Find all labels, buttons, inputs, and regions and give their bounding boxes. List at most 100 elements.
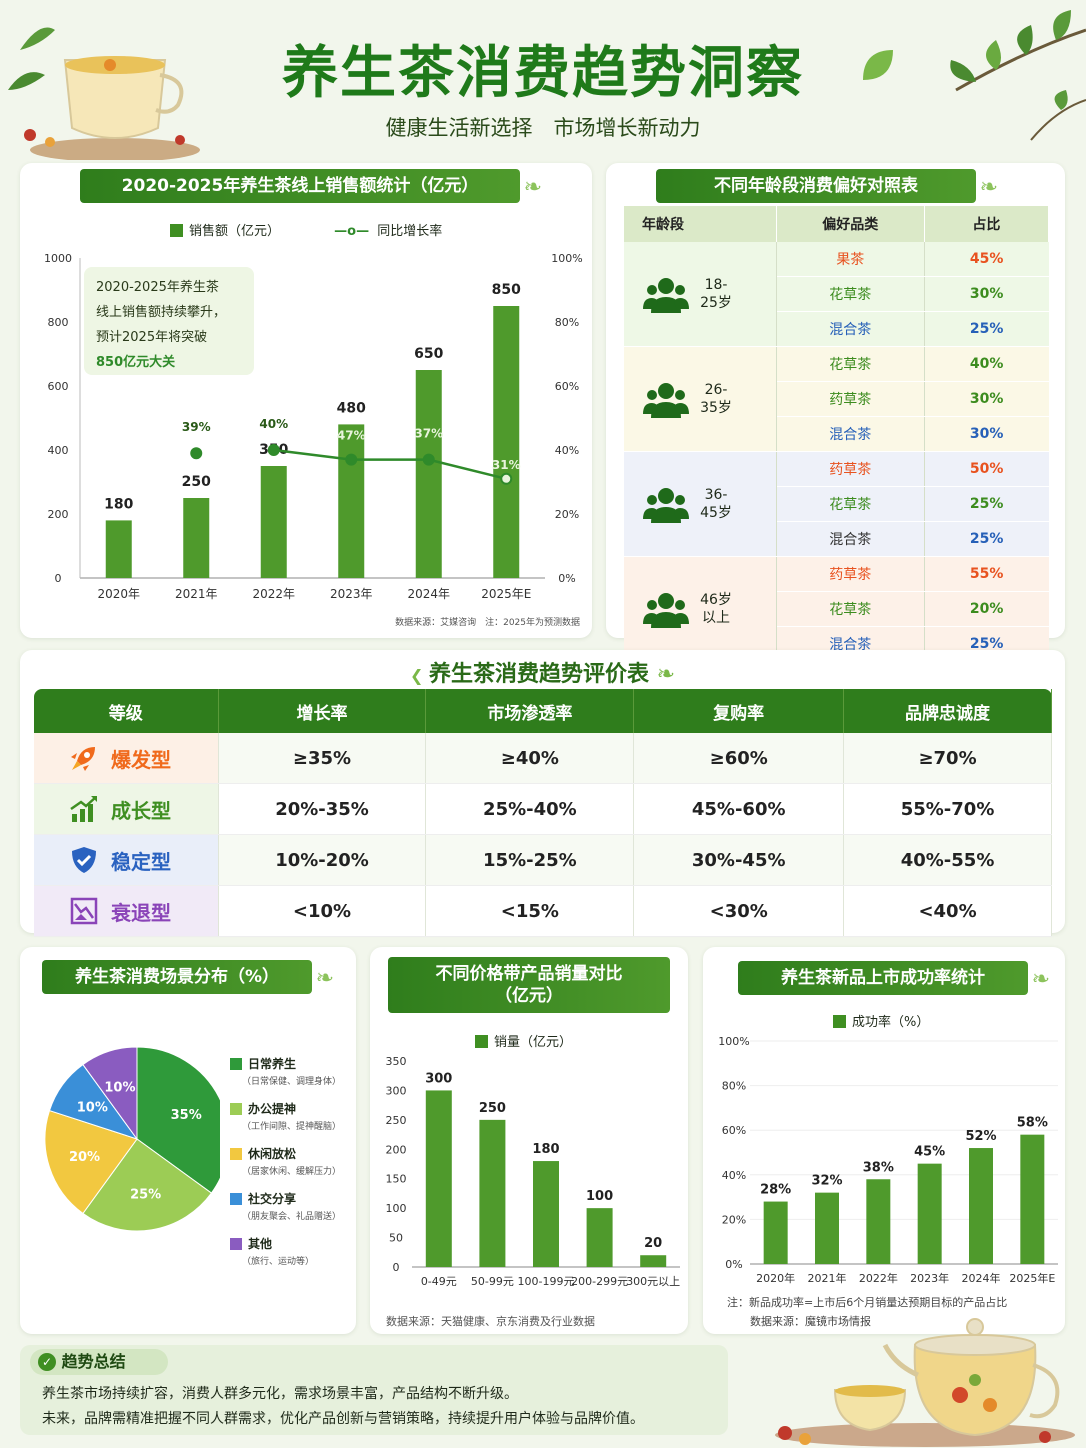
category-share: 25% bbox=[924, 311, 1049, 347]
summary-line-2: 未来，品牌需精准把握不同人群需求，优化产品创新与营销策略，持续提升用户体验与品牌… bbox=[42, 1411, 644, 1427]
bar-value-label: 52% bbox=[965, 1129, 996, 1144]
y-tick-label: 80% bbox=[722, 1080, 746, 1093]
eval-value-cell: ≥40% bbox=[425, 733, 635, 784]
growth-rate-label: 37% bbox=[414, 427, 443, 441]
category-share: 30% bbox=[924, 276, 1049, 312]
bar-value-label: 300 bbox=[425, 1071, 452, 1086]
category-share: 55% bbox=[924, 556, 1049, 592]
teapot-illustration bbox=[775, 1318, 1075, 1447]
legend-label: 销量（亿元） bbox=[494, 1035, 573, 1050]
bar bbox=[586, 1208, 613, 1267]
x-tick-label: 2020年 bbox=[756, 1271, 795, 1285]
legend-name: 其他 bbox=[248, 1237, 273, 1251]
scene-pie-legend: 日常养生 （日常保健、调理身体） 办公提神 （工作间隙、提神醒脑） 休闲放松 （居家休闲、… bbox=[230, 1055, 355, 1280]
pie-legend-item: 日常养生 （日常保健、调理身体） bbox=[230, 1055, 355, 1087]
x-tick-label: 2022年 bbox=[252, 587, 295, 601]
age-table-row: 46岁以上 药草茶 55% bbox=[624, 556, 1049, 662]
age-group-cell: 46岁以上 bbox=[624, 556, 777, 662]
legend-desc: （旅行、运动等） bbox=[242, 1257, 315, 1267]
leaf-icon: ❮ bbox=[409, 666, 429, 685]
level-cell: 衰退型 bbox=[34, 885, 219, 937]
legend-swatch bbox=[230, 1148, 242, 1160]
eval-table-card: ❮ 养生茶消费趋势评价表 ❧ 等级 增长率 市场渗透率 复购率 品牌忠诚度 爆发型 ≥35%… bbox=[20, 650, 1065, 937]
bar bbox=[917, 1163, 942, 1264]
y2-tick-label: 20% bbox=[555, 508, 579, 521]
trend-evaluation-table: 等级 增长率 市场渗透率 复购率 品牌忠诚度 爆发型 ≥35% ≥40% ≥60% ≥70% 成长型… bbox=[34, 689, 1052, 937]
eval-table-row: 爆发型 ≥35% ≥40% ≥60% ≥70% bbox=[34, 733, 1052, 784]
x-tick-label: 2022年 bbox=[859, 1271, 898, 1285]
legend-swatch bbox=[475, 1035, 488, 1048]
pie-legend-item: 休闲放松 （居家休闲、缓解压力） bbox=[230, 1145, 355, 1177]
price-chart-title-unit: （亿元） bbox=[495, 986, 563, 1006]
y-tick-label: 300 bbox=[386, 1084, 407, 1097]
x-tick-label: 2021年 bbox=[808, 1271, 847, 1285]
growth-chart-icon bbox=[69, 794, 99, 824]
age-table-row: 花草茶 20% bbox=[624, 591, 1049, 627]
sales-note-box: 2020-2025年养生茶 线上销售额持续攀升， 预计2025年将突破 850亿… bbox=[84, 267, 254, 375]
age-group-label: 36-45岁 bbox=[700, 487, 732, 521]
x-tick-label: 0-49元 bbox=[421, 1275, 457, 1288]
eval-table-header: 等级 bbox=[34, 689, 219, 733]
legend-desc: （工作间隙、提神醒脑） bbox=[242, 1122, 342, 1132]
preferred-category: 花草茶 bbox=[776, 346, 925, 382]
summary-title-tab: ✓ 趋势总结 bbox=[30, 1349, 168, 1375]
legend-name: 日常养生 bbox=[248, 1057, 297, 1071]
growth-rate-label: 40% bbox=[259, 417, 288, 431]
category-share: 50% bbox=[924, 451, 1049, 487]
bar-value-label: 58% bbox=[1017, 1116, 1048, 1131]
eval-table-row: 稳定型 10%-20% 15%-25% 30%-45% 40%-55% bbox=[34, 834, 1052, 886]
sales-bar-label: 850 bbox=[492, 282, 521, 298]
y-tick-label: 1000 bbox=[44, 252, 72, 265]
sales-note-line: 线上销售额持续攀升， bbox=[96, 305, 227, 320]
age-table-header: 偏好品类 bbox=[776, 206, 925, 242]
legend-bar-label: 销售额（亿元） bbox=[189, 224, 281, 239]
y-tick-label: 400 bbox=[48, 444, 69, 457]
sales-chart: 0 200 400 600 800 1000 0% 20% 40% 60% 80% 100% 180 20… bbox=[44, 252, 583, 601]
age-group-cell: 26-35岁 bbox=[624, 346, 777, 452]
sales-note-highlight: 850亿元大关 bbox=[96, 355, 176, 370]
eval-value-cell: <10% bbox=[218, 885, 427, 937]
price-chart-ribbon: 不同价格带产品销量对比 （亿元） bbox=[388, 957, 670, 1013]
bar bbox=[479, 1119, 506, 1267]
sales-note-line: 2020-2025年养生茶 bbox=[96, 280, 219, 295]
scene-pie-ribbon: 养生茶消费场景分布（%） ❧ bbox=[42, 960, 334, 994]
level-label: 稳定型 bbox=[111, 849, 171, 874]
bar-value-label: 45% bbox=[914, 1145, 945, 1160]
growth-rate-point bbox=[267, 444, 280, 456]
preferred-category: 花草茶 bbox=[776, 276, 925, 312]
legend-swatch bbox=[833, 1015, 846, 1028]
age-group-label: 46岁以上 bbox=[700, 592, 732, 626]
legend-name: 办公提神 bbox=[248, 1102, 297, 1116]
y-tick-label: 0 bbox=[55, 572, 62, 585]
legend-name: 社交分享 bbox=[248, 1192, 297, 1206]
price-chart-card: 不同价格带产品销量对比 （亿元） 销量（亿元） 0 50 100 150 200 250 3… bbox=[370, 947, 688, 1334]
eval-table-title: 养生茶消费趋势评价表 bbox=[428, 662, 649, 687]
bar-value-label: 32% bbox=[811, 1174, 842, 1189]
x-tick-label: 2025年E bbox=[481, 587, 531, 601]
age-group-label: 18-25岁 bbox=[700, 277, 732, 311]
summary-line-1: 养生茶市场持续扩容，消费人群多元化，需求场景丰富，产品结构不断升级。 bbox=[42, 1386, 518, 1402]
sales-chart-card: 2020-2025年养生茶线上销售额统计（亿元） ❧ 销售额（亿元） —o— 同… bbox=[20, 163, 592, 638]
preferred-category: 混合茶 bbox=[776, 416, 925, 452]
age-table-row: 36-45岁 药草茶 50% bbox=[624, 451, 1049, 557]
y-tick-label: 150 bbox=[386, 1173, 407, 1186]
pie-slice bbox=[82, 1138, 213, 1232]
page-subtitle: 健康生活新选择 市场增长新动力 bbox=[385, 116, 701, 140]
y-tick-label: 800 bbox=[48, 316, 69, 329]
y2-tick-label: 80% bbox=[555, 316, 579, 329]
y-tick-label: 600 bbox=[48, 380, 69, 393]
legend-desc: （日常保健、调理身体） bbox=[242, 1077, 342, 1087]
sales-bar bbox=[415, 370, 442, 578]
sales-bar bbox=[338, 424, 365, 578]
legend-label: 成功率（%） bbox=[852, 1015, 930, 1030]
eval-table-header: 复购率 bbox=[633, 689, 845, 733]
eval-value-cell: <15% bbox=[425, 885, 635, 937]
pie-legend-item: 社交分享 （朋友聚会、礼品赠送） bbox=[230, 1190, 355, 1222]
eval-value-cell: ≥70% bbox=[843, 733, 1052, 784]
pie-slice-label: 20% bbox=[69, 1150, 100, 1165]
level-cell: 爆发型 bbox=[34, 733, 219, 784]
sales-note-line: 预计2025年将突破 bbox=[96, 330, 208, 345]
preferred-category: 混合茶 bbox=[776, 311, 925, 347]
y-tick-label: 100 bbox=[386, 1202, 407, 1215]
growth-rate-line bbox=[273, 448, 507, 481]
